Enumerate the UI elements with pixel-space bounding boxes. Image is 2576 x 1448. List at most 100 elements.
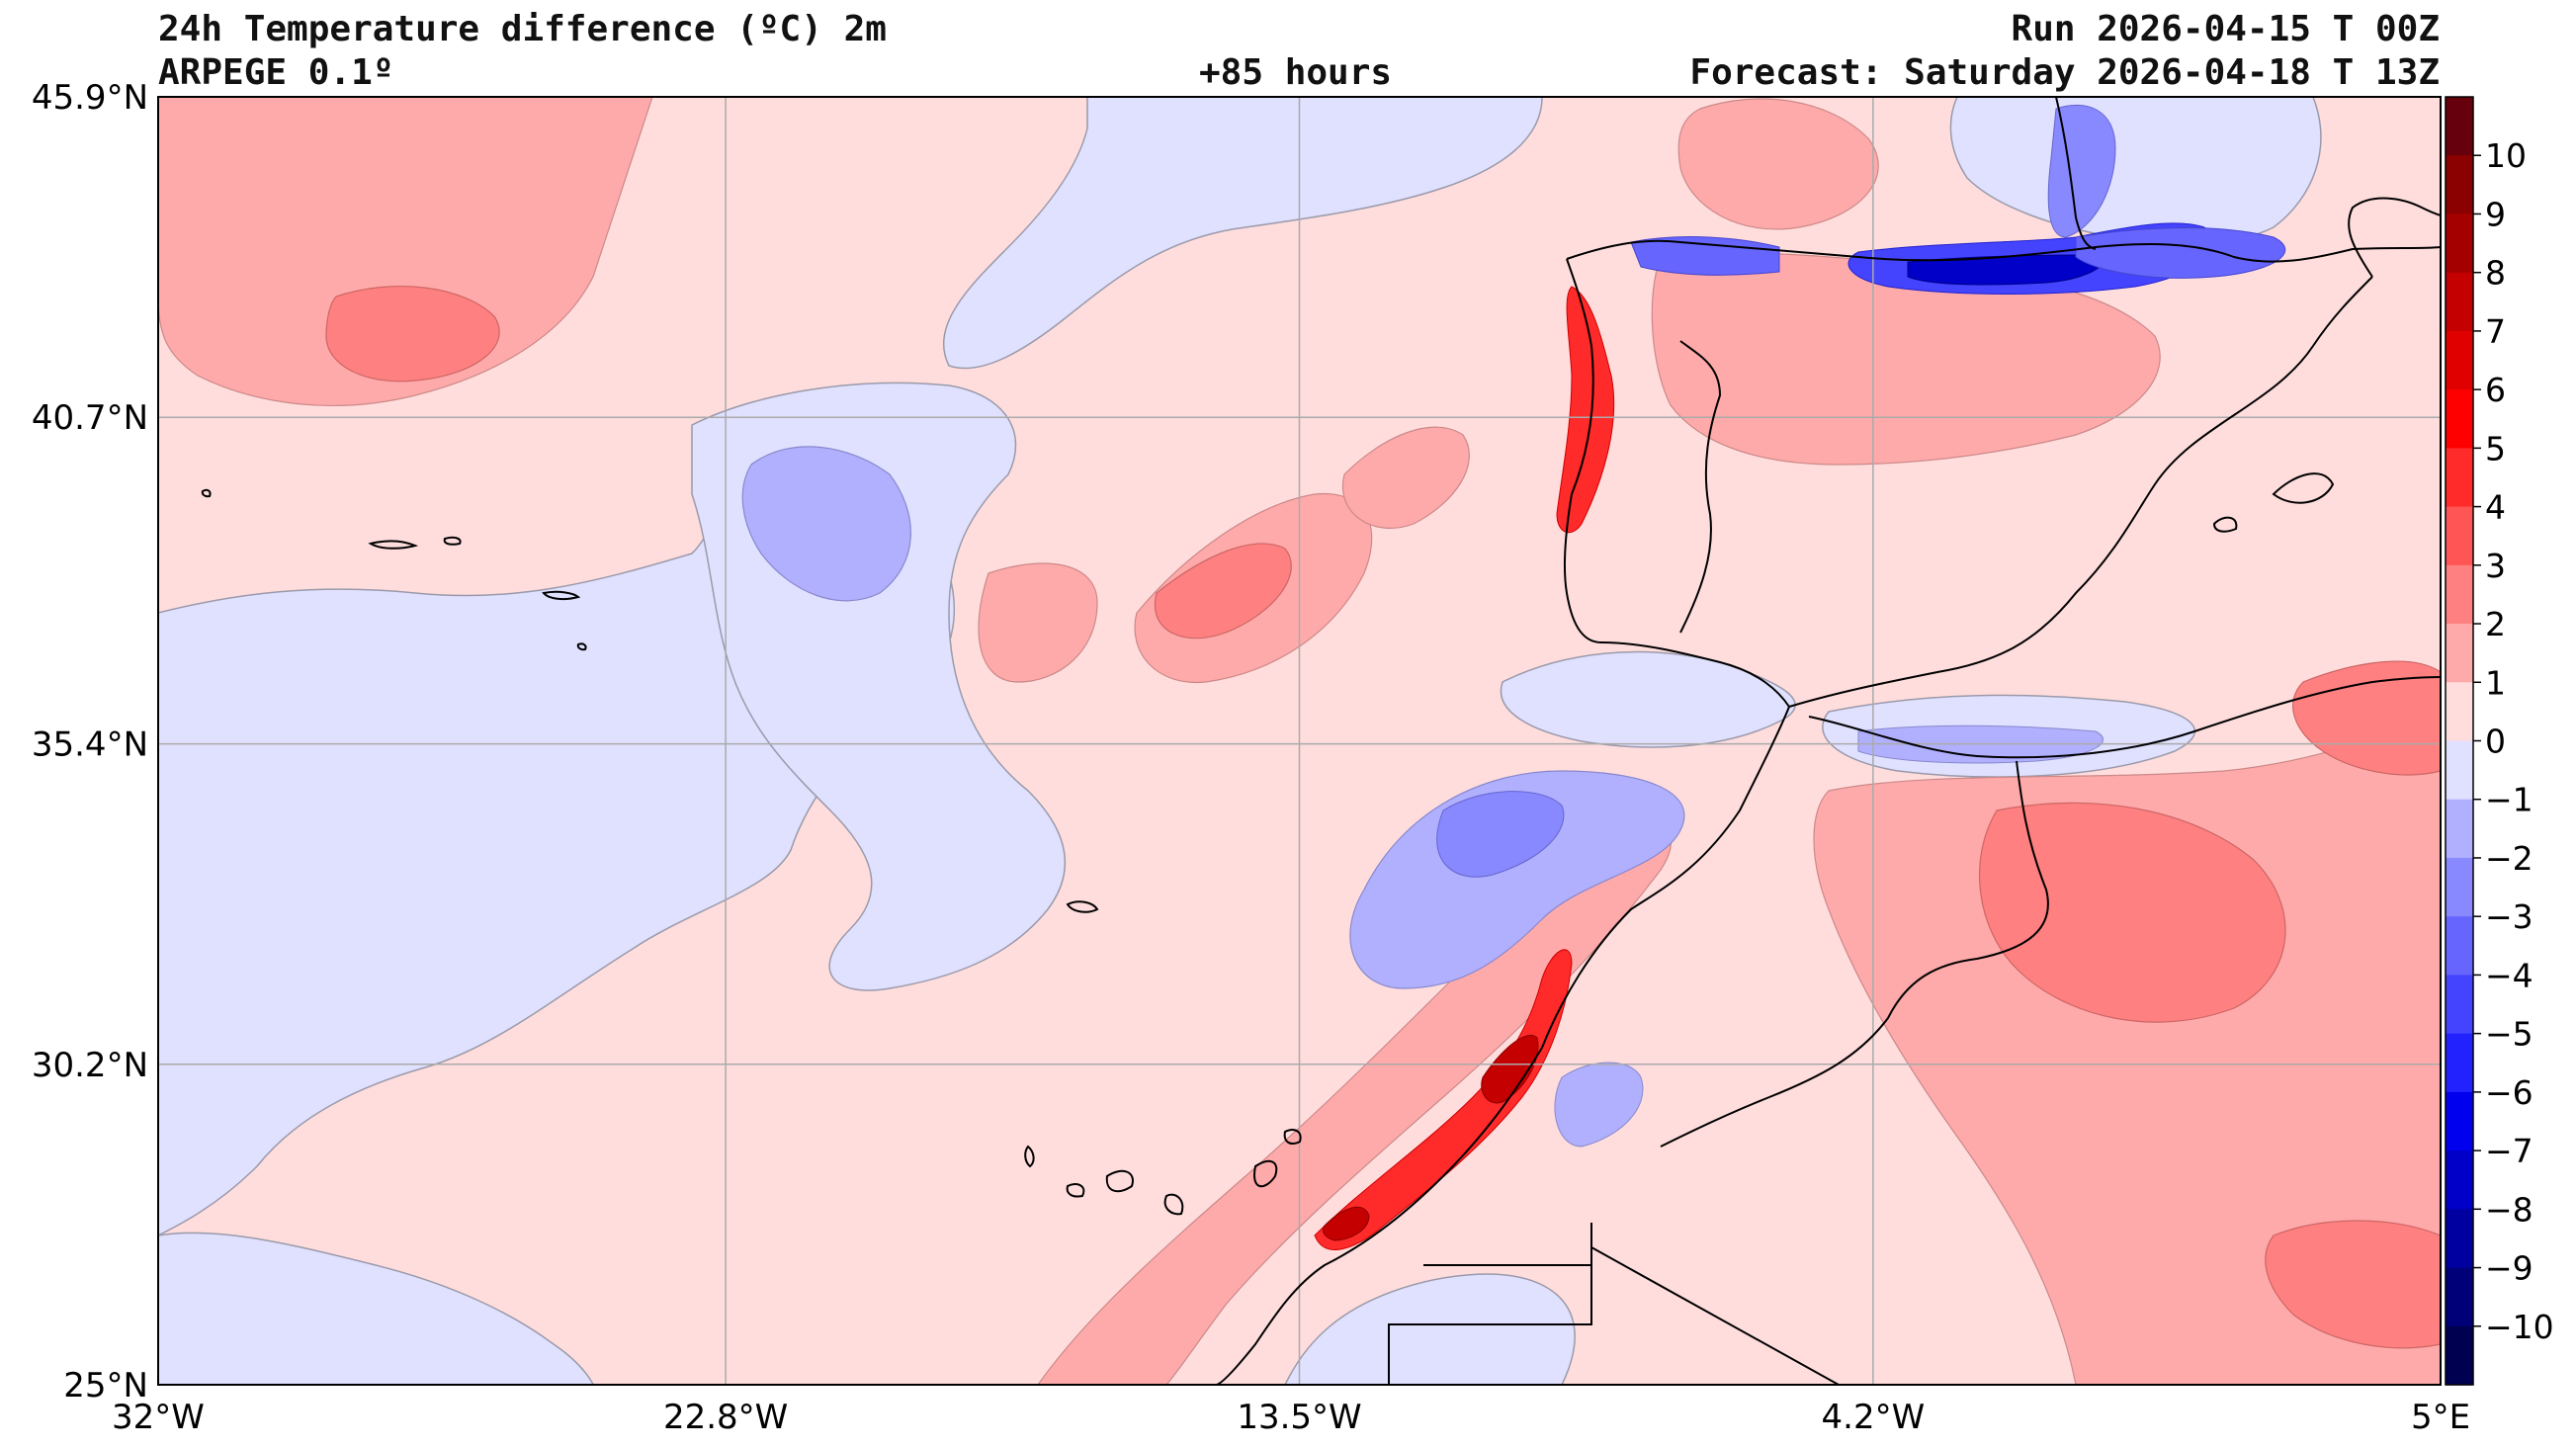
- colorbar-tick-label: −5: [2485, 1015, 2533, 1054]
- field-cold-pyrenees: [2075, 227, 2286, 279]
- field-warm-band3: [1341, 426, 1470, 529]
- coast-canaries: [1024, 1129, 1302, 1216]
- colorbar-swatch: [2446, 740, 2473, 801]
- colorbar-tick-label: 4: [2485, 488, 2506, 527]
- field-cold-north-coast: [1630, 236, 1780, 276]
- field-warm3-west: [325, 285, 500, 383]
- border-morocco-algeria: [1660, 760, 2049, 1148]
- colorbar-tick-label: 3: [2485, 547, 2506, 585]
- colorbar-swatch: [2446, 155, 2473, 215]
- field-warm3-atl: [1154, 543, 1292, 639]
- lat-tick-label: 45.9°N: [32, 78, 148, 118]
- field-warm3-se: [2265, 1220, 2441, 1349]
- colorbar-swatch: [2446, 213, 2473, 274]
- colorbar-tick-label: 9: [2485, 195, 2506, 233]
- forecast-label: Forecast: Saturday 2026-04-18 T 13Z: [1689, 52, 2440, 93]
- field-hot-portugal: [1556, 286, 1615, 534]
- lat-tick-label: 35.4°N: [32, 725, 148, 765]
- colorbar-swatch: [2446, 389, 2473, 449]
- lon-tick-label: 4.2°W: [1822, 1398, 1926, 1437]
- lon-tick-label: 5°E: [2411, 1398, 2470, 1437]
- field-warm-maghreb: [1813, 711, 2441, 1385]
- coast-spain-east: [1788, 276, 2373, 708]
- field-cool-lowerleft: [158, 1232, 594, 1385]
- colorbar-swatch: [2446, 624, 2473, 683]
- colorbar-tick-label: −1: [2485, 781, 2533, 819]
- coast-maghreb-north: [1808, 676, 2441, 759]
- field-warm-band1: [978, 562, 1098, 683]
- lon-tick-label: 32°W: [112, 1398, 205, 1437]
- lon-axis: 32°W 22.8°W 13.5°W 4.2°W 5°E: [112, 1398, 2470, 1437]
- coast-gulf-lion: [2348, 197, 2441, 278]
- colorbar-tick-label: 8: [2485, 254, 2506, 293]
- coast-iberia: [1566, 239, 2441, 263]
- colorbar-swatch: [2446, 506, 2473, 566]
- model-label: ARPEGE 0.1º: [158, 52, 394, 93]
- colorbar-tick-label: −4: [2485, 956, 2533, 994]
- colorbar-tick-label: 5: [2485, 429, 2506, 468]
- colorbar-tick-label: −9: [2485, 1249, 2533, 1288]
- colorbar-swatch: [2446, 97, 2473, 156]
- colorbar-tick-label: 0: [2485, 723, 2506, 761]
- lon-tick-label: 22.8°W: [663, 1398, 788, 1437]
- colorbar-swatch: [2446, 1091, 2473, 1151]
- lon-tick-label: 13.5°W: [1237, 1398, 1361, 1437]
- colorbar-tick-label: −3: [2485, 897, 2533, 936]
- colorbar-swatch: [2446, 916, 2473, 977]
- colorbar-tick-label: −6: [2485, 1073, 2533, 1112]
- coast-france: [2055, 97, 2097, 250]
- colorbar-swatch: [2446, 1267, 2473, 1327]
- coast-azores: [201, 488, 587, 651]
- field-warm-ne-atl: [1677, 98, 1879, 230]
- map-frame: [157, 96, 2442, 1386]
- colorbar-tick-label: 6: [2485, 371, 2506, 409]
- field-cold2-offshore: [1436, 791, 1565, 878]
- field-warm3-algeria: [1979, 802, 2286, 1023]
- map-field: [158, 97, 2441, 1385]
- field-cold-atlantic: [741, 446, 911, 602]
- field-cool-gibraltar: [1500, 650, 1796, 748]
- grid: [158, 97, 2441, 1385]
- coast-north-africa: [1215, 706, 1790, 1385]
- field-cold-offshore: [1349, 770, 1685, 989]
- field-cold-atlas: [1554, 1062, 1644, 1148]
- colorbar-swatch: [2446, 975, 2473, 1035]
- border-western-sahara: [1388, 1223, 1840, 1385]
- run-label: Run 2026-04-15 T 00Z: [2011, 9, 2440, 49]
- colorbar-tick-label: −7: [2485, 1132, 2533, 1170]
- coast-portugal: [1563, 258, 1790, 708]
- field-warm-northwest: [158, 97, 653, 406]
- colorbar-tick-label: −8: [2485, 1190, 2533, 1229]
- colorbar-tick-label: 2: [2485, 605, 2506, 643]
- colorbar-tick-label: −10: [2485, 1308, 2554, 1346]
- field-hottest-tarfaya: [1322, 1206, 1370, 1241]
- lat-tick-label: 25°N: [63, 1366, 148, 1405]
- field-cool-north: [943, 97, 1543, 370]
- colorbar-swatch: [2446, 448, 2473, 508]
- colorbar-swatch: [2446, 682, 2473, 742]
- lat-axis: 45.9°N 40.7°N 35.4°N 30.2°N 25°N: [32, 78, 148, 1405]
- coast-balearics: [2212, 472, 2335, 533]
- lat-tick-label: 40.7°N: [32, 398, 148, 438]
- chart-title: 24h Temperature difference (ºC) 2m: [158, 9, 887, 49]
- colorbar-swatch: [2446, 799, 2473, 859]
- border-portugal-spain: [1679, 340, 1722, 634]
- colorbar-swatch: [2446, 330, 2473, 390]
- lat-tick-label: 30.2°N: [32, 1046, 148, 1085]
- colorbar-tick-label: −2: [2485, 839, 2533, 878]
- colorbar-tick-label: 1: [2485, 663, 2506, 702]
- colorbar-tick-label: 7: [2485, 312, 2506, 351]
- colorbar-swatch: [2446, 272, 2473, 332]
- colorbar-swatch: [2446, 564, 2473, 625]
- colorbar-swatch: [2446, 857, 2473, 917]
- colorbar-swatch: [2446, 1150, 2473, 1210]
- coast-madeira: [1066, 900, 1099, 913]
- colorbar-swatch: [2446, 1325, 2473, 1386]
- colorbar-swatch: [2446, 1209, 2473, 1269]
- lead-time-label: +85 hours: [1199, 52, 1393, 93]
- colorbar-swatch: [2446, 1033, 2473, 1093]
- colorbar-tick-label: 10: [2485, 136, 2527, 175]
